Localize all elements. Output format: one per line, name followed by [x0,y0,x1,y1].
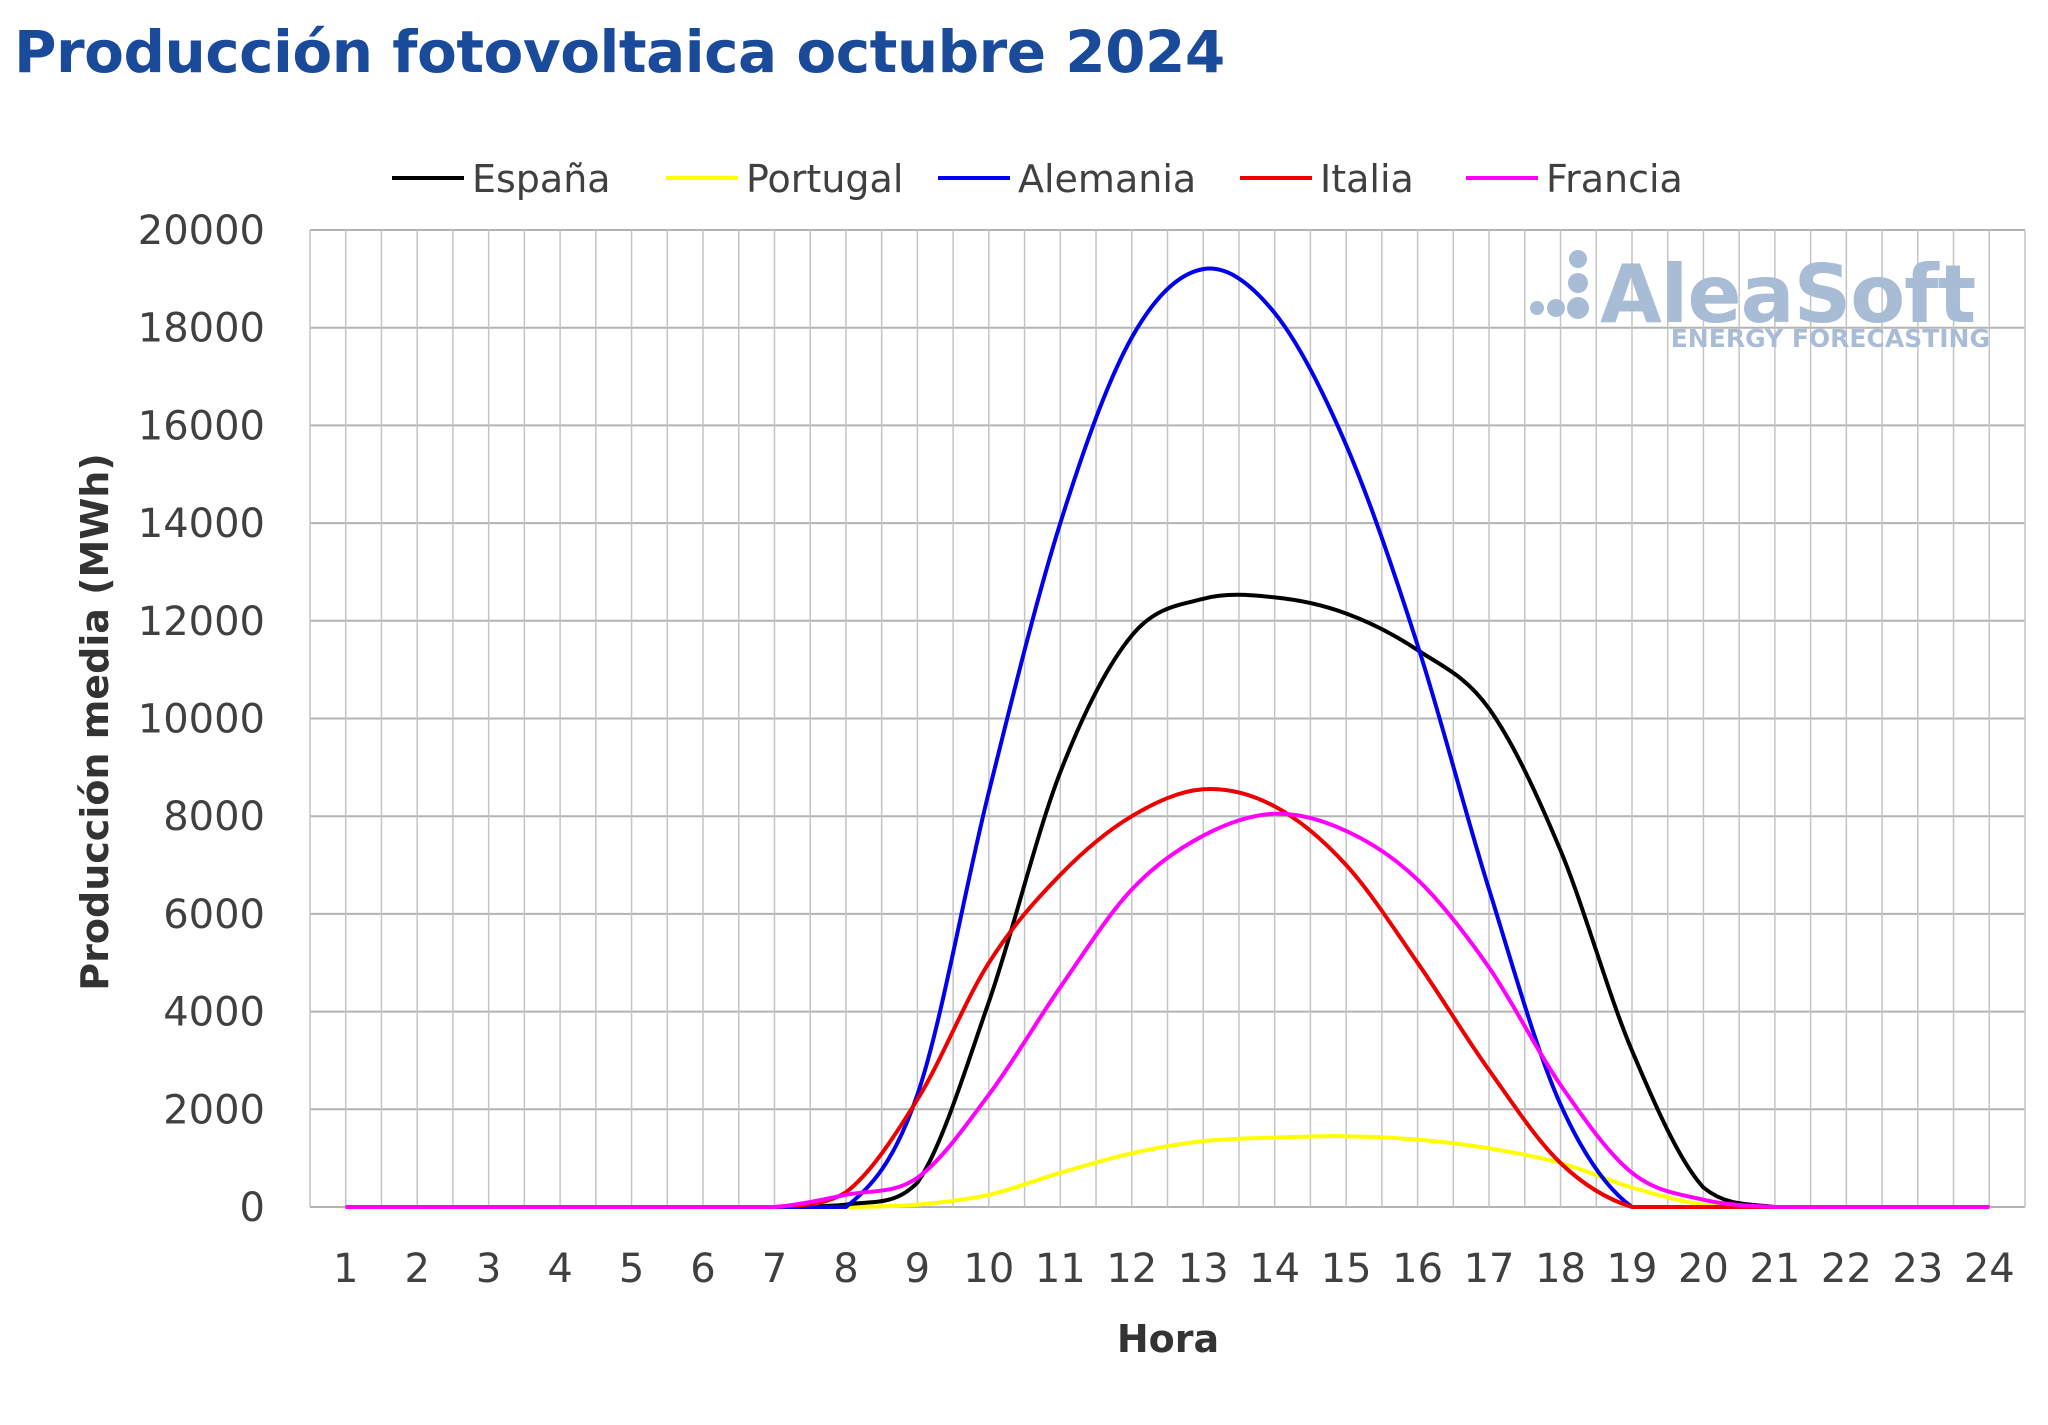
x-tick-label: 7 [762,1246,787,1292]
y-tick-label: 0 [240,1185,265,1231]
legend-label: España [472,157,611,201]
x-tick-label: 20 [1678,1246,1729,1292]
y-tick-label: 6000 [163,892,265,938]
x-tick-label: 19 [1607,1246,1658,1292]
y-tick-label: 20000 [138,208,265,254]
x-tick-label: 9 [905,1246,930,1292]
y-tick-label: 14000 [138,501,265,547]
x-tick-label: 17 [1464,1246,1515,1292]
y-tick-label: 18000 [138,306,265,352]
y-axis-ticks: 0 2000 4000 6000 8000 10000 12000 14000 16000 180… [138,208,265,1231]
x-tick-label: 10 [963,1246,1014,1292]
x-tick-label: 8 [833,1246,858,1292]
x-tick-label: 13 [1178,1246,1229,1292]
x-tick-label: 23 [1892,1246,1943,1292]
y-tick-label: 4000 [163,990,265,1036]
x-axis-title: Hora [1117,1317,1219,1361]
legend-item-italia: Italia [1240,157,1414,201]
x-tick-label: 2 [404,1246,429,1292]
x-tick-label: 22 [1821,1246,1872,1292]
y-tick-label: 2000 [163,1087,265,1133]
x-tick-label: 12 [1106,1246,1157,1292]
y-tick-label: 16000 [138,403,265,449]
y-tick-label: 8000 [163,794,265,840]
x-tick-label: 1 [333,1246,358,1292]
watermark-tagline: ENERGY FORECASTING [1671,324,1990,353]
x-tick-label: 11 [1035,1246,1086,1292]
x-tick-label: 6 [690,1246,715,1292]
x-tick-label: 3 [476,1246,501,1292]
x-tick-label: 18 [1535,1246,1586,1292]
aleasoft-logo-icon [1530,250,1589,319]
legend-label: Italia [1320,157,1414,201]
x-axis-ticks: 1 2 3 4 5 6 7 8 9 10 11 12 13 14 15 16 17 18 19 20 21 22 23 24 [333,1246,2015,1292]
x-tick-label: 24 [1964,1246,2015,1292]
grid [309,229,2026,1208]
series-line-francia [345,811,1990,1209]
legend-label: Portugal [746,157,903,201]
watermark-brand: AleaSoft [1600,248,1975,341]
y-tick-label: 12000 [138,599,265,645]
x-tick-label: 14 [1249,1246,1300,1292]
y-axis-title: Producción media (MWh) [73,453,117,990]
x-tick-label: 4 [547,1246,572,1292]
legend: España Portugal Alemania Italia Francia [392,157,1683,201]
legend-item-alemania: Alemania [938,157,1196,201]
legend-label: Francia [1546,157,1683,201]
x-tick-label: 16 [1392,1246,1443,1292]
x-tick-label: 5 [619,1246,644,1292]
legend-item-portugal: Portugal [666,157,903,201]
legend-item-espana: España [392,157,611,201]
legend-item-francia: Francia [1466,157,1683,201]
y-tick-label: 10000 [138,697,265,743]
x-tick-label: 15 [1321,1246,1372,1292]
x-tick-label: 21 [1749,1246,1800,1292]
series-lines [345,266,1990,1209]
legend-label: Alemania [1018,157,1196,201]
aleasoft-watermark: AleaSoft ENERGY FORECASTING [1530,248,1990,353]
chart-title: Producción fotovoltaica octubre 2024 [14,18,1225,86]
